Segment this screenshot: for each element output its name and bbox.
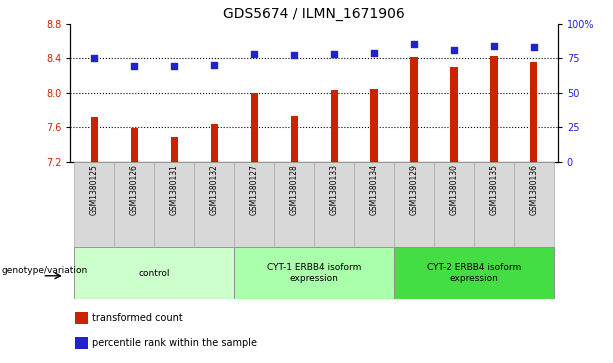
Text: GSM1380125: GSM1380125 [90,164,99,215]
Text: GSM1380136: GSM1380136 [530,164,538,215]
Text: GSM1380128: GSM1380128 [290,164,299,215]
Title: GDS5674 / ILMN_1671906: GDS5674 / ILMN_1671906 [223,7,405,21]
Point [89,55,99,61]
Point [329,51,339,57]
Bar [171,136,178,162]
Text: GSM1380127: GSM1380127 [249,164,259,215]
Point [249,51,259,57]
Point [489,43,499,49]
Point [169,64,179,69]
Bar [291,116,298,162]
FancyBboxPatch shape [234,162,274,247]
Point [409,41,419,47]
Bar [370,89,378,162]
FancyBboxPatch shape [514,162,554,247]
FancyBboxPatch shape [474,162,514,247]
Point [449,47,459,53]
Bar [131,128,138,162]
FancyBboxPatch shape [115,162,154,247]
Bar [91,117,98,162]
Text: GSM1380134: GSM1380134 [370,164,379,215]
Text: percentile rank within the sample: percentile rank within the sample [93,338,257,348]
Point [129,64,139,69]
Text: GSM1380129: GSM1380129 [409,164,419,215]
Point [289,52,299,58]
Text: GSM1380126: GSM1380126 [130,164,139,215]
FancyBboxPatch shape [194,162,234,247]
Bar [451,67,457,162]
FancyBboxPatch shape [394,162,434,247]
FancyBboxPatch shape [274,162,314,247]
Text: CYT-2 ERBB4 isoform
expression: CYT-2 ERBB4 isoform expression [427,264,521,283]
Bar [530,62,538,162]
Bar [211,124,218,162]
Text: GSM1380132: GSM1380132 [210,164,219,215]
Point [369,50,379,56]
Bar [490,56,498,162]
Text: GSM1380130: GSM1380130 [449,164,459,215]
Text: genotype/variation: genotype/variation [1,266,88,275]
FancyBboxPatch shape [75,247,234,299]
Bar [411,57,417,162]
Text: GSM1380131: GSM1380131 [170,164,179,215]
FancyBboxPatch shape [154,162,194,247]
FancyBboxPatch shape [394,247,554,299]
Bar [75,312,88,324]
FancyBboxPatch shape [75,162,115,247]
Bar [330,90,338,162]
Text: control: control [139,269,170,278]
Text: CYT-1 ERBB4 isoform
expression: CYT-1 ERBB4 isoform expression [267,264,361,283]
FancyBboxPatch shape [234,247,394,299]
Bar [75,337,88,349]
Point [529,44,539,50]
FancyBboxPatch shape [354,162,394,247]
FancyBboxPatch shape [434,162,474,247]
Point [210,62,219,68]
Text: GSM1380135: GSM1380135 [489,164,498,215]
Bar [251,93,258,162]
Text: transformed count: transformed count [93,313,183,323]
Text: GSM1380133: GSM1380133 [330,164,338,215]
FancyBboxPatch shape [314,162,354,247]
